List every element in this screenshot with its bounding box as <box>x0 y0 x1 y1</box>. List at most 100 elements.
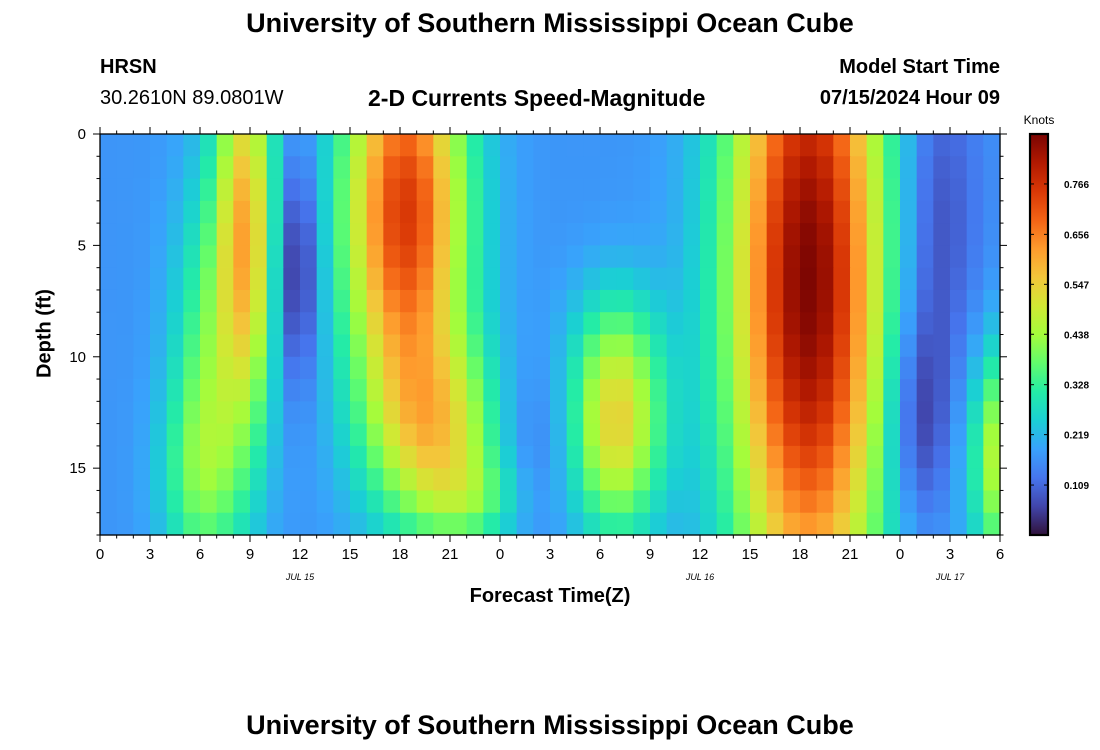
heatmap-cell <box>900 200 918 224</box>
heatmap-cell <box>400 312 418 336</box>
x-tick-label: 9 <box>246 546 254 563</box>
heatmap-cell <box>233 267 251 291</box>
heatmap-cell <box>550 490 568 514</box>
heatmap-cell <box>916 356 934 380</box>
heatmap-cell <box>100 490 118 514</box>
heatmap-cell <box>616 267 634 291</box>
heatmap-cell <box>533 223 551 246</box>
heatmap-cell <box>466 512 484 536</box>
heatmap-cell <box>966 334 984 358</box>
heatmap-cell <box>316 267 334 291</box>
x-tick-label: 12 <box>292 546 309 563</box>
heatmap-cell <box>850 289 868 313</box>
heatmap-cell <box>600 512 618 536</box>
heatmap-cell <box>316 312 334 336</box>
heatmap-cell <box>483 490 501 514</box>
heatmap-cell <box>533 289 551 313</box>
heatmap-cell <box>950 178 968 202</box>
heatmap-cell <box>400 200 418 224</box>
heatmap-cell <box>500 312 518 336</box>
heatmap-cell <box>766 356 784 380</box>
heatmap-cell <box>983 468 1001 492</box>
heatmap-cell <box>133 401 151 425</box>
heatmap-cell <box>133 200 151 224</box>
heatmap-cell <box>200 423 218 447</box>
heatmap-cell <box>233 200 251 224</box>
heatmap-cell <box>933 445 951 469</box>
heatmap-cell <box>883 401 901 425</box>
heatmap-cell <box>733 401 751 425</box>
heatmap-cell <box>716 178 734 202</box>
heatmap-cell <box>116 156 134 180</box>
heatmap-cell <box>616 334 634 358</box>
heatmap-cell <box>200 134 218 157</box>
heatmap-cell <box>416 423 434 447</box>
heatmap-cell <box>866 312 884 336</box>
heatmap-cell <box>116 490 134 514</box>
heatmap-cell <box>700 156 718 180</box>
heatmap-cell <box>283 379 301 402</box>
heatmap-cell <box>883 312 901 336</box>
heatmap-cell <box>600 312 618 336</box>
heatmap-cell <box>700 223 718 246</box>
heatmap-cell <box>300 468 318 492</box>
heatmap-cell <box>466 356 484 380</box>
heatmap-cell <box>750 245 768 269</box>
heatmap-cell <box>250 289 268 313</box>
heatmap-cell <box>883 379 901 402</box>
heatmap-cell <box>916 156 934 180</box>
heatmap-cell <box>583 379 601 402</box>
heatmap-cell <box>716 289 734 313</box>
heatmap-cell <box>183 445 201 469</box>
heatmap-cell <box>566 267 584 291</box>
heatmap-cell <box>600 267 618 291</box>
heatmap-cell <box>750 223 768 246</box>
heatmap-cell <box>483 312 501 336</box>
heatmap-cell <box>250 267 268 291</box>
heatmap-cell <box>783 223 801 246</box>
heatmap-cell <box>416 178 434 202</box>
heatmap-cell <box>816 356 834 380</box>
heatmap-cell <box>716 512 734 536</box>
heatmap-cell <box>233 156 251 180</box>
heatmap-cell <box>283 445 301 469</box>
heatmap-cell <box>983 178 1001 202</box>
heatmap-cell <box>250 156 268 180</box>
heatmap-cell <box>600 490 618 514</box>
heatmap-cell <box>316 379 334 402</box>
heatmap-cell <box>816 468 834 492</box>
heatmap-cell <box>583 267 601 291</box>
heatmap-cell <box>883 200 901 224</box>
heatmap-cell <box>100 178 118 202</box>
heatmap-cell <box>466 334 484 358</box>
heatmap-cell <box>833 490 851 514</box>
heatmap-cell <box>116 178 134 202</box>
heatmap-cell <box>316 423 334 447</box>
heatmap-cell <box>300 445 318 469</box>
heatmap-cell <box>716 156 734 180</box>
heatmap-cell <box>950 312 968 336</box>
heatmap-cell <box>416 289 434 313</box>
heatmap-cell <box>933 245 951 269</box>
heatmap-cell <box>250 134 268 157</box>
heatmap-chart: 0 3 6 9 12 15 18 21 0 3 6 9 12 15 18 21 0 3 6 0 5 10 15 JUL 1… <box>69 113 1089 582</box>
heatmap-cell <box>200 401 218 425</box>
heatmap-cell <box>766 223 784 246</box>
heatmap-cell <box>983 200 1001 224</box>
heatmap-cell <box>466 245 484 269</box>
heatmap-cell <box>666 401 684 425</box>
heatmap-cell <box>466 223 484 246</box>
heatmap-cell <box>133 512 151 536</box>
heatmap-cell <box>750 289 768 313</box>
heatmap-cell <box>266 223 284 246</box>
chart-subtitle: 2-D Currents Speed-Magnitude <box>368 85 706 111</box>
heatmap-cell <box>483 468 501 492</box>
heatmap-cell <box>483 223 501 246</box>
heatmap-cell <box>483 423 501 447</box>
heatmap-cell <box>233 445 251 469</box>
heatmap-cell <box>616 289 634 313</box>
heatmap-cell <box>966 134 984 157</box>
heatmap-cell <box>150 334 168 358</box>
heatmap-cell <box>850 223 868 246</box>
heatmap-cell <box>833 334 851 358</box>
